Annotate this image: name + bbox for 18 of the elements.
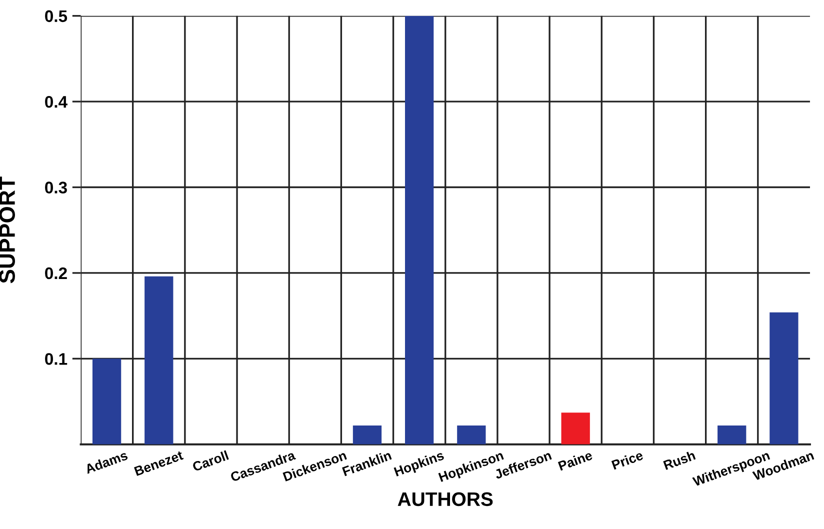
x-tick-label: Paine xyxy=(558,450,593,471)
x-tick-label: Adams xyxy=(84,450,128,474)
y-tick-label: 0.3 xyxy=(45,182,67,194)
bar xyxy=(352,426,382,444)
bar xyxy=(718,426,746,444)
x-axis-title: AUTHORS xyxy=(398,492,493,506)
y-tick-label: 0.4 xyxy=(45,96,68,108)
bar xyxy=(92,358,122,444)
bar xyxy=(770,312,798,444)
bar xyxy=(561,412,590,444)
x-tick-label: Caroll xyxy=(192,450,229,472)
bar xyxy=(457,426,486,444)
x-tick-label: Price xyxy=(611,450,644,470)
y-tick-label: 0.5 xyxy=(45,10,68,22)
bar xyxy=(405,16,434,444)
bar xyxy=(144,276,174,444)
y-tick-label: 0.1 xyxy=(45,353,68,365)
y-tick-label: 0.2 xyxy=(45,267,67,280)
